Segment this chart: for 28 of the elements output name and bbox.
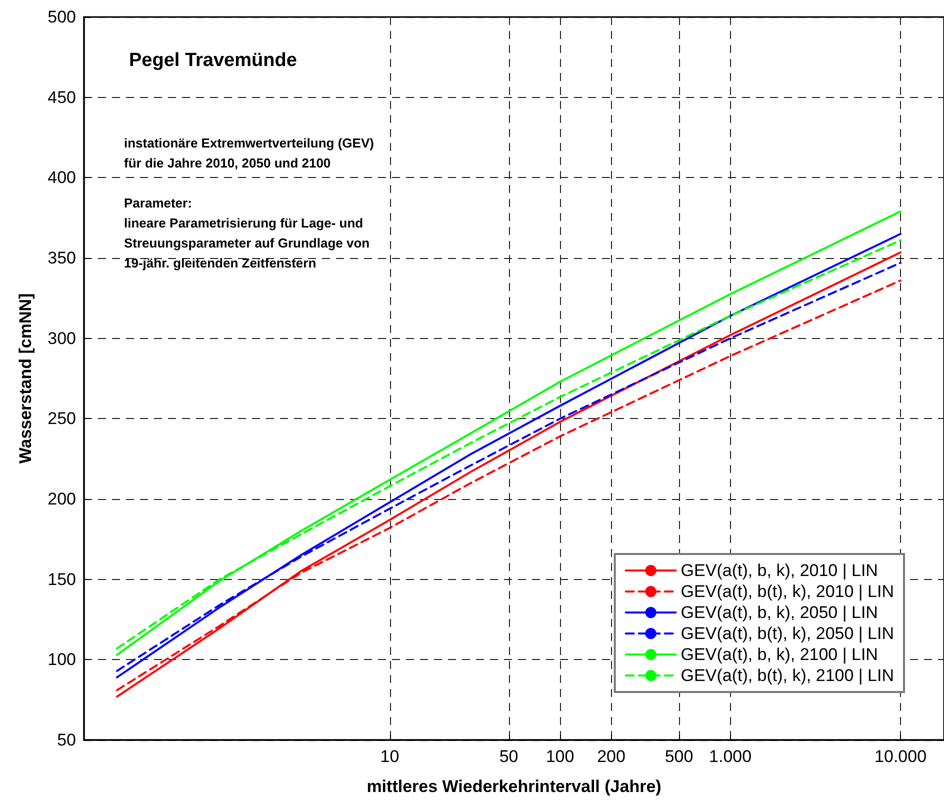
y-tick-label: 250: [48, 409, 76, 428]
legend-label: GEV(a(t), b(t), k), 2010 | LIN: [680, 582, 894, 601]
y-tick-label: 500: [48, 8, 76, 26]
y-tick-label: 100: [48, 650, 76, 670]
x-tick-label: 200: [597, 747, 626, 766]
legend-label: GEV(a(t), b(t), k), 2100 | LIN: [680, 666, 894, 685]
y-tick-label: 150: [48, 570, 76, 589]
annotation: Parameter: lineare Parametrisierung für Lage- und Streuungsparameter auf Grundlage von 19-jähr. gleitenden Zeitfenstern: [124, 196, 370, 270]
x-tick-label: 1.000: [709, 747, 752, 766]
x-tick-label: 50: [499, 747, 518, 766]
legend-label: GEV(a(t), b, k), 2100 | LIN: [680, 645, 878, 664]
legend-label: GEV(a(t), b, k), 2010 | LIN: [680, 561, 878, 580]
text: Pegel Travemünde: [129, 50, 297, 71]
y-axis-title: Wasserstand [cmNN]: [16, 293, 35, 464]
annotation: instationäre Extremwertverteilung (GEV) für die Jahre 2010, 2050 und 2100: [124, 136, 374, 170]
y-tick-label: 400: [48, 168, 76, 188]
x-tick-label: 100: [546, 747, 574, 766]
y-tick-label: 450: [48, 88, 76, 107]
x-tick-label: 10: [380, 747, 400, 766]
y-tick-label: 300: [48, 328, 76, 348]
legend-label: GEV(a(t), b, k), 2050 | LIN: [680, 603, 878, 622]
y-tick-label: 200: [48, 490, 76, 508]
legend-label: GEV(a(t), b(t), k), 2050 | LIN: [680, 624, 894, 643]
y-tick-label: 50: [57, 730, 76, 750]
x-tick-label: 10.000: [874, 747, 927, 766]
x-tick-label: 500: [664, 747, 694, 766]
y-tick-label: 350: [48, 248, 76, 268]
x-axis-title: mittleres Wiederkehrintervall (Jahre): [366, 777, 662, 796]
